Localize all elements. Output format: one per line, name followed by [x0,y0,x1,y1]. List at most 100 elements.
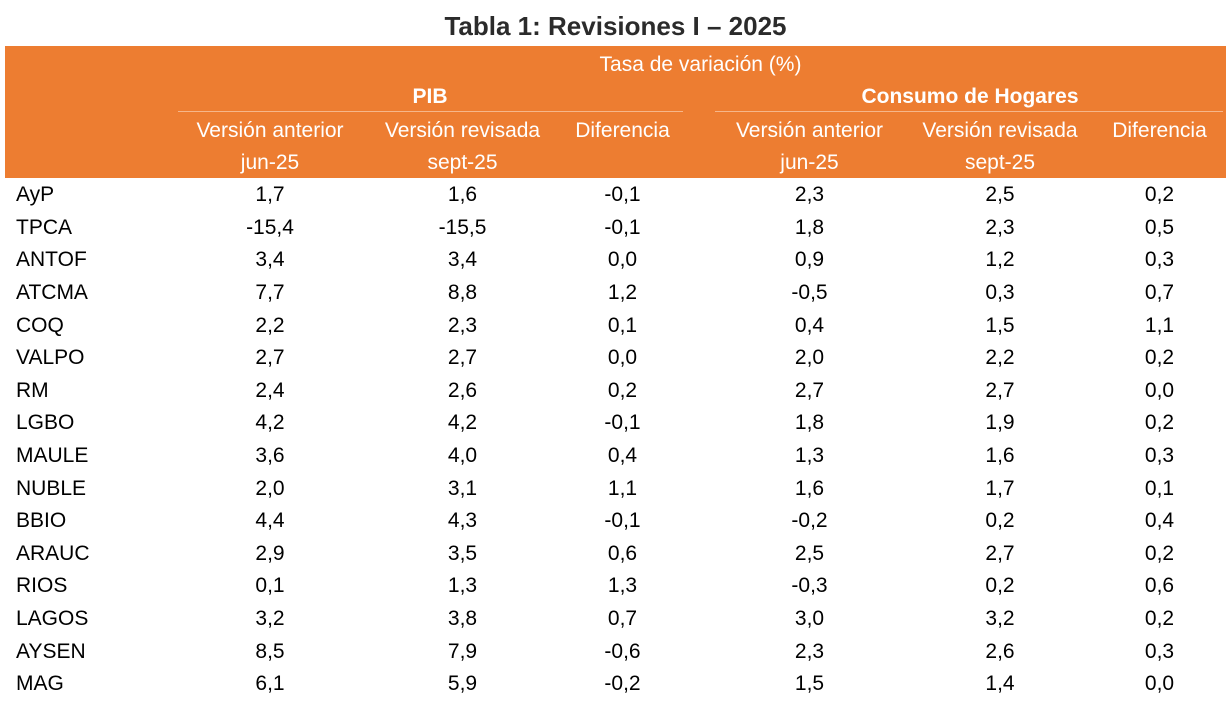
pib-revisada-cell: 7,9 [447,639,478,663]
consumo-diferencia-cell: 0,2 [1144,541,1175,565]
group-gap [685,309,712,342]
pib-anterior-cell: 2,2 [255,313,285,337]
consumo-revisada-cell: 2,5 [985,183,1015,207]
consumo-diferencia-cell: 0,0 [1144,672,1175,696]
table-row: ANTOF 3,4 3,4 0,0 0,9 1,2 0,3 [5,244,1226,277]
consumo-anterior-cell: 3,0 [794,607,825,631]
col-header-consumo-revisada-date: sept-25 [964,151,1036,174]
group-gap [685,277,712,310]
group-gap [685,635,712,668]
col-header-consumo-revisada: Versión revisada [922,119,1078,142]
col-header-pib-anterior-date: jun-25 [240,151,300,174]
region-label: TPCA [16,215,73,239]
consumo-revisada-cell: 0,2 [985,574,1015,598]
pib-diferencia-cell: 1,3 [607,574,638,598]
pib-revisada-cell: 4,2 [447,411,478,435]
consumo-diferencia-cell: 0,3 [1144,248,1175,272]
pib-revisada-cell: 4,0 [447,444,478,468]
pib-anterior-cell: 4,2 [255,411,285,435]
consumo-revisada-cell: 2,6 [985,639,1015,663]
group-gap [685,244,712,277]
consumo-revisada-cell: 2,7 [985,541,1015,565]
pib-diferencia-cell: 0,1 [607,313,638,337]
group-gap [685,505,712,538]
consumo-anterior-cell: 1,3 [794,444,825,468]
super-header: Tasa de variación (%) [599,53,802,76]
consumo-revisada-cell: 1,5 [985,313,1015,337]
pib-diferencia-cell: 0,6 [607,541,638,565]
pib-revisada-cell: 1,3 [447,574,478,598]
pib-anterior-cell: 3,6 [255,444,285,468]
consumo-anterior-cell: 1,8 [794,411,825,435]
consumo-anterior-cell: -0,3 [791,574,828,598]
region-label: BBIO [16,509,67,533]
col-header-pib-revisada-date: sept-25 [427,151,498,174]
consumo-revisada-cell: 1,9 [985,411,1015,435]
consumo-revisada-cell: 3,2 [985,607,1015,631]
consumo-revisada-cell: 2,3 [985,215,1015,239]
pib-diferencia-cell: 0,7 [607,607,638,631]
region-label: COQ [16,313,64,337]
pib-anterior-cell: 3,4 [255,248,285,272]
consumo-revisada-cell: 1,7 [985,476,1015,500]
consumo-diferencia-cell: 0,2 [1144,346,1175,370]
table-row: MAG 6,1 5,9 -0,2 1,5 1,4 0,0 [5,668,1226,701]
pib-diferencia-cell: 1,2 [607,281,638,305]
consumo-anterior-cell: 2,3 [794,639,825,663]
consumo-diferencia-cell: 0,2 [1144,183,1175,207]
table-header [5,46,1226,178]
region-label: VALPO [16,346,85,370]
consumo-anterior-cell: 0,9 [794,248,825,272]
pib-revisada-cell: 3,5 [447,541,478,565]
consumo-revisada-cell: 0,2 [985,509,1015,533]
group-underline-pib [178,111,683,112]
group-underline-consumo [715,111,1223,112]
table-row: TPCA -15,4 -15,5 -0,1 1,8 2,3 0,5 [5,212,1226,245]
pib-revisada-cell: 5,9 [447,672,478,696]
table-row: BBIO 4,4 4,3 -0,1 -0,2 0,2 0,4 [5,505,1226,538]
consumo-anterior-cell: 2,3 [794,183,825,207]
col-header-consumo-anterior-date: jun-25 [780,151,839,174]
group-gap [685,603,712,636]
region-label: NUBLE [16,476,87,500]
consumo-diferencia-cell: 0,2 [1144,411,1175,435]
consumo-anterior-cell: 2,5 [794,541,825,565]
consumo-diferencia-cell: 0,6 [1144,574,1175,598]
table-row: LGBO 4,2 4,2 -0,1 1,8 1,9 0,2 [5,407,1226,440]
table-row: RIOS 0,1 1,3 1,3 -0,3 0,2 0,6 [5,570,1226,603]
region-label: AYSEN [16,639,86,663]
consumo-revisada-cell: 1,4 [985,672,1015,696]
consumo-diferencia-cell: 0,7 [1144,281,1175,305]
group-gap [685,342,712,375]
pib-diferencia-cell: -0,1 [604,411,641,435]
pib-diferencia-cell: -0,1 [604,509,641,533]
group-gap [685,570,712,603]
consumo-anterior-cell: 2,7 [794,378,825,402]
group-header-consumo-hogares: Consumo de Hogares [861,85,1079,108]
region-label: ATCMA [16,281,88,305]
consumo-revisada-cell: 1,2 [985,248,1015,272]
pib-revisada-cell: 8,8 [447,281,478,305]
region-label: LAGOS [16,607,89,631]
consumo-diferencia-cell: 0,3 [1144,444,1175,468]
table-row: LAGOS 3,2 3,8 0,7 3,0 3,2 0,2 [5,603,1226,636]
consumo-anterior-cell: -0,2 [791,509,828,533]
consumo-anterior-cell: 1,6 [794,476,825,500]
table-row: VALPO 2,7 2,7 0,0 2,0 2,2 0,2 [5,342,1226,375]
consumo-revisada-cell: 1,6 [985,444,1015,468]
group-gap [685,212,712,245]
consumo-diferencia-cell: 0,5 [1144,215,1175,239]
consumo-diferencia-cell: 1,1 [1144,313,1175,337]
table-row: MAULE 3,6 4,0 0,4 1,3 1,6 0,3 [5,440,1226,473]
region-label: MAG [16,672,64,696]
group-gap [685,668,712,701]
region-label: LGBO [16,411,75,435]
pib-revisada-cell: 3,1 [447,476,478,500]
region-label: AyP [16,183,55,207]
consumo-diferencia-cell: 0,4 [1144,509,1175,533]
col-header-pib-revisada: Versión revisada [384,119,541,142]
region-label: ARAUC [16,541,90,565]
consumo-anterior-cell: 1,8 [794,215,825,239]
group-gap [685,472,712,505]
pib-anterior-cell: 2,9 [255,541,285,565]
